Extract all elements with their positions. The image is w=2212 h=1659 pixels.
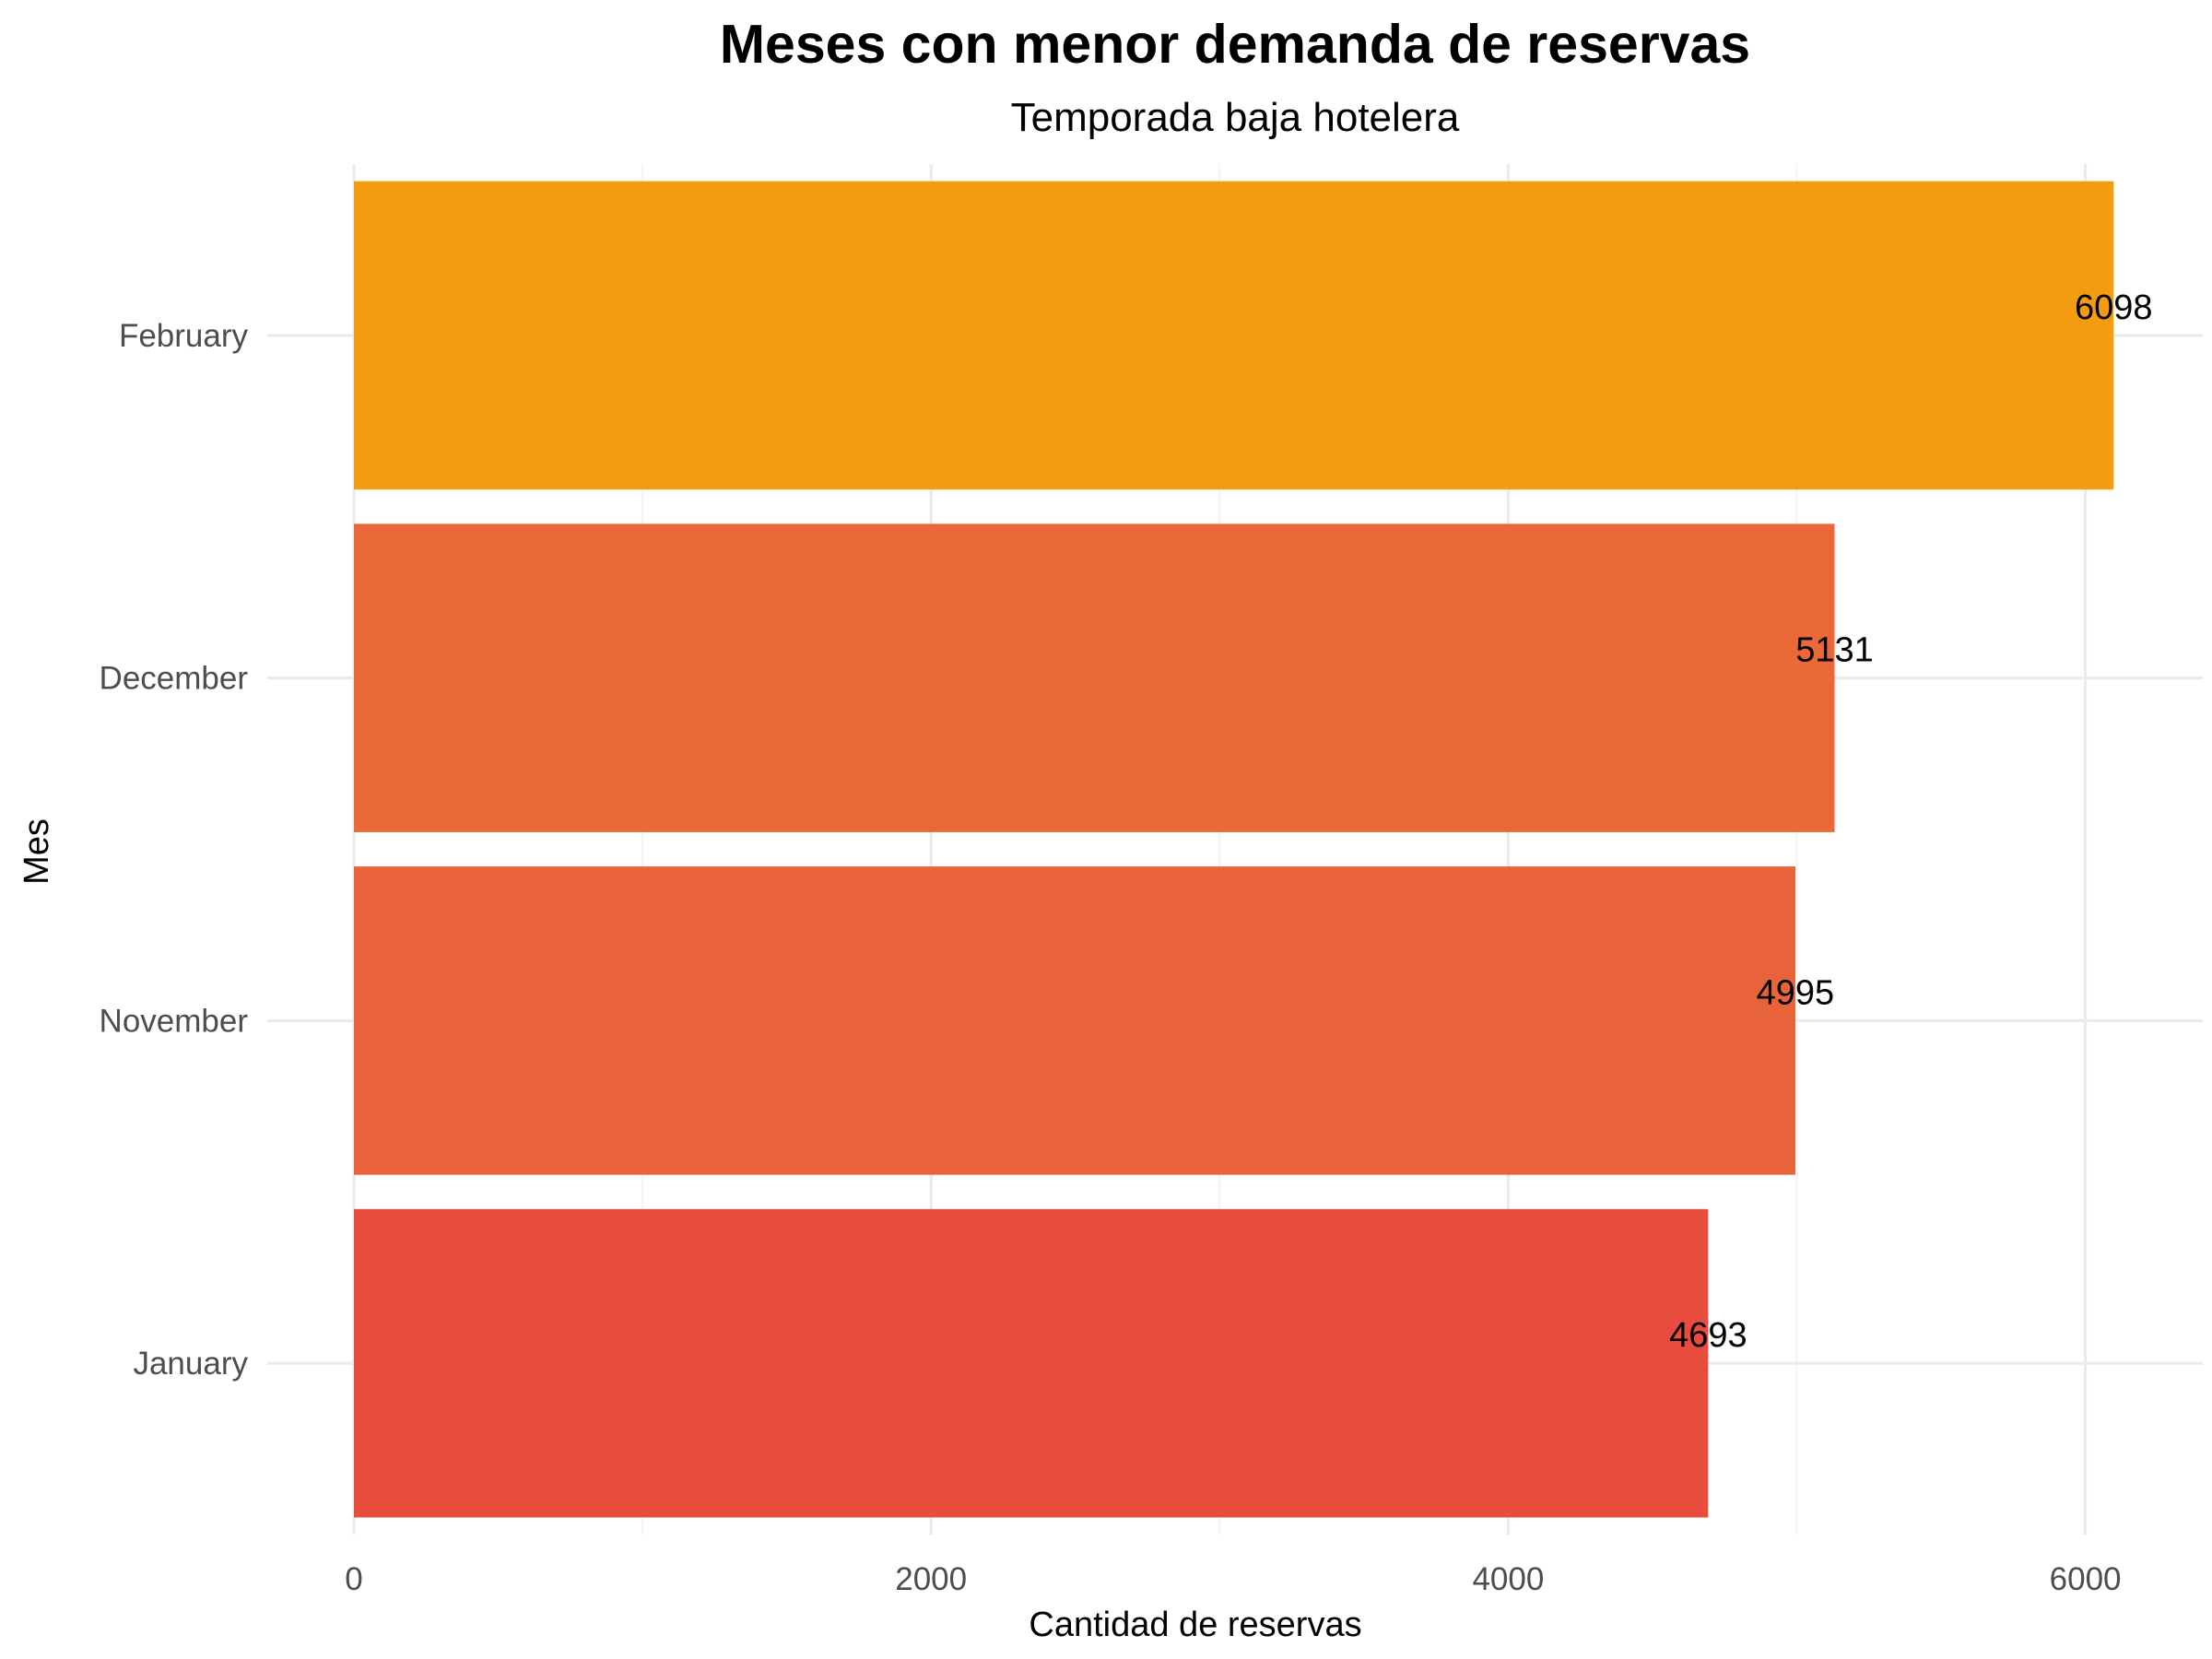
data-label-january: 4693 [1669, 1316, 1747, 1355]
x-tick-label: 6000 [2050, 1561, 2122, 1597]
y-tick-label: January [133, 1346, 248, 1382]
bar-november [354, 866, 1795, 1175]
x-tick-label: 0 [345, 1561, 362, 1597]
chart-title: Meses con menor demanda de reservas [720, 14, 1750, 75]
y-tick-label: December [100, 661, 249, 697]
y-axis: January November December February [100, 318, 249, 1382]
data-label-november: 4995 [1757, 973, 1835, 1012]
bar-february [354, 181, 2114, 490]
y-axis-title: Mes [18, 818, 56, 885]
bar-january [354, 1208, 1709, 1518]
bar-december [354, 524, 1835, 832]
data-labels: 4693 4995 5131 6098 [1669, 288, 2152, 1355]
chart-subtitle: Temporada baja hotelera [1011, 95, 1460, 140]
data-label-december: 5131 [1795, 631, 1874, 670]
x-tick-label: 2000 [895, 1561, 967, 1597]
x-tick-label: 4000 [1472, 1561, 1544, 1597]
y-tick-label: November [100, 1003, 249, 1039]
data-label-february: 6098 [2075, 288, 2153, 327]
bars [354, 181, 2114, 1518]
y-tick-label: February [119, 318, 249, 354]
x-axis-title: Cantidad de reservas [1029, 1606, 1361, 1644]
x-axis: 0 2000 4000 6000 [345, 1561, 2121, 1597]
